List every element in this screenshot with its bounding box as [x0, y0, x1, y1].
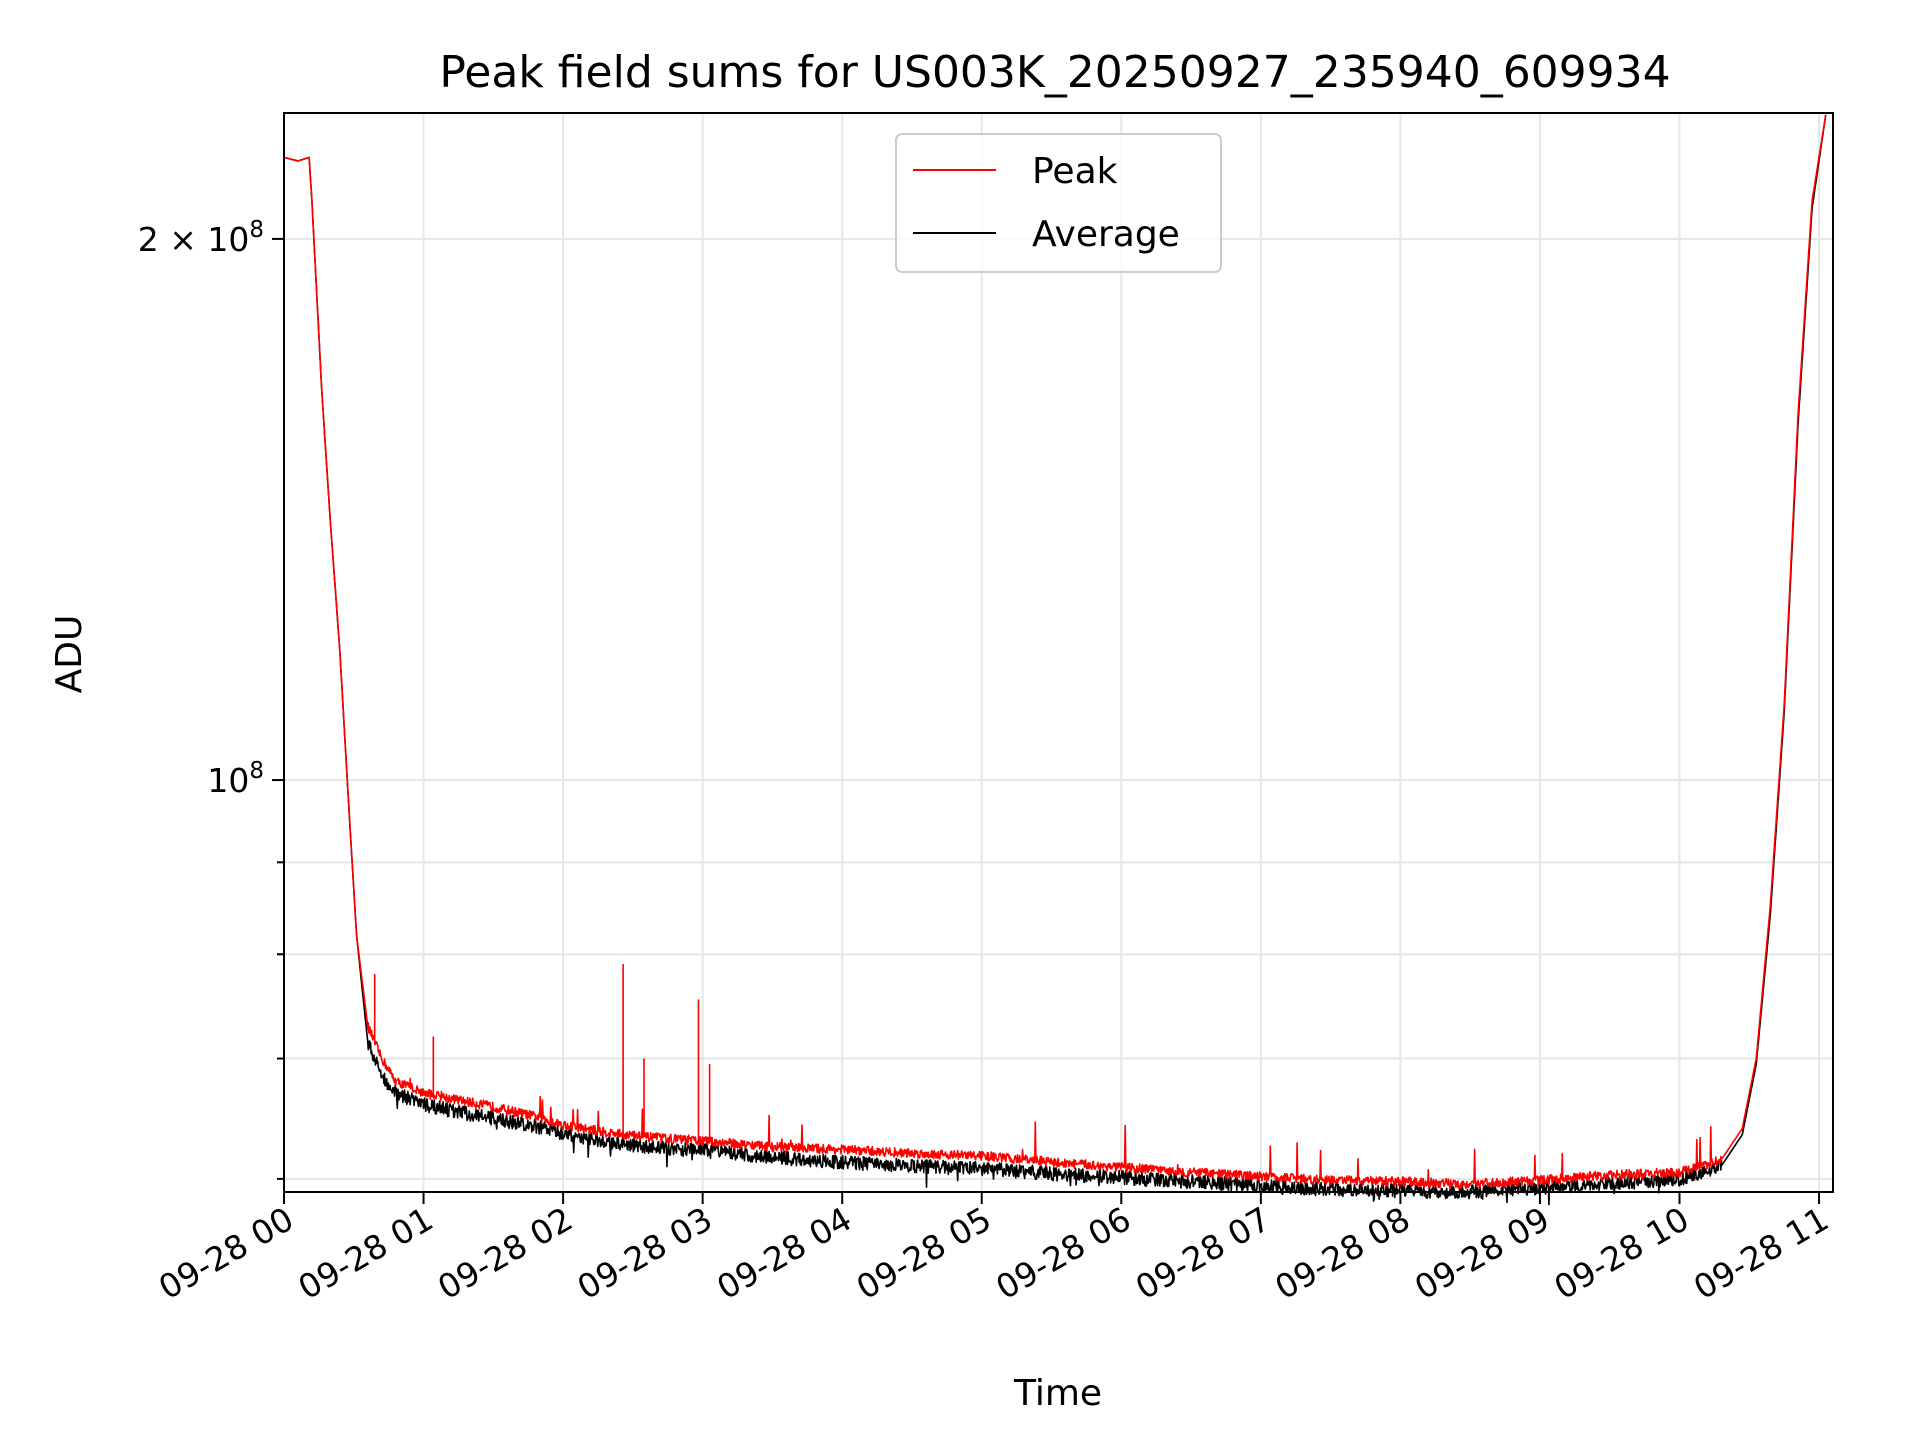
y-axis-label: ADU — [49, 615, 90, 694]
legend-label-average: Average — [1032, 214, 1180, 255]
legend: Peak Average — [895, 133, 1222, 273]
y-axis: 108 2 × 108 — [138, 217, 284, 1180]
series-group — [283, 114, 1827, 1206]
legend-label-peak: Peak — [1032, 151, 1118, 192]
grid-lines — [283, 113, 1833, 1192]
legend-box — [895, 133, 1222, 273]
chart-title: Peak field sums for US003K_20250927_2359… — [439, 47, 1670, 98]
x-axis-label: Time — [1013, 1373, 1102, 1414]
plot-area — [284, 113, 1833, 1192]
series-line-peak — [283, 114, 1827, 1189]
series-line-average — [283, 114, 1827, 1206]
y-tick-label: 108 — [207, 758, 264, 800]
plot-frame — [283, 112, 1834, 1193]
y-tick-label: 2 × 108 — [138, 217, 264, 259]
